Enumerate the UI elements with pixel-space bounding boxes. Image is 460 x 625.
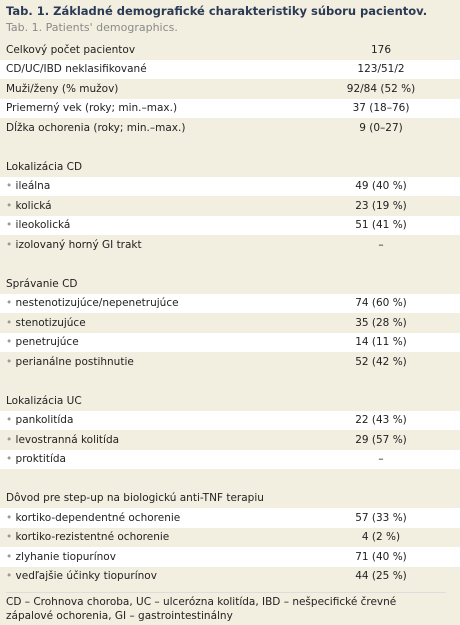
table-row: proktitída –: [0, 449, 460, 469]
table-row: perianálne postihnutie 52 (42 %): [0, 352, 460, 372]
row-label: ileokolická: [0, 219, 306, 231]
table-row: ileálna 49 (40 %): [0, 176, 460, 196]
row-label: perianálne postihnutie: [0, 356, 306, 368]
spacer: [0, 469, 460, 489]
row-label: Dĺžka ochorenia (roky; min.–max.): [6, 121, 186, 134]
row-value: 37 (18–76): [352, 102, 410, 115]
row-value: 14 (11 %): [355, 336, 407, 349]
table-row: stenotizujúce 35 (28 %): [0, 313, 460, 333]
section-title: Správanie CD: [6, 277, 78, 290]
footnote: CD – Crohnova choroba, UC – ulcerózna ko…: [6, 592, 446, 623]
table-row: penetrujúce 14 (11 %): [0, 332, 460, 352]
row-value: 23 (19 %): [355, 199, 407, 212]
table-row: CD/UC/IBD neklasifikované 123/51/2: [0, 59, 460, 79]
section-header: Dôvod pre step-up na biologickú anti-TNF…: [0, 489, 460, 509]
section-title: Dôvod pre step-up na biologickú anti-TNF…: [6, 492, 264, 505]
section-title: Lokalizácia UC: [6, 394, 82, 407]
row-value: 51 (41 %): [355, 219, 407, 232]
table-row: izolovaný horný GI trakt –: [0, 235, 460, 255]
table-row: Priemerný vek (roky; min.–max.) 37 (18–76…: [0, 98, 460, 118]
table-title: Tab. 1. Základné demografické charakteri…: [6, 4, 428, 18]
section-title: Lokalizácia CD: [6, 160, 83, 173]
row-label: penetrujúce: [0, 336, 306, 348]
row-value: 57 (33 %): [355, 511, 407, 524]
table-row: Muži/ženy (% mužov) 92/84 (52 %): [0, 79, 460, 99]
table-row: ileokolická 51 (41 %): [0, 215, 460, 235]
row-label: stenotizujúce: [0, 317, 306, 329]
row-value: 35 (28 %): [355, 316, 407, 329]
row-label: nestenotizujúce/nepenetrujúce: [0, 297, 306, 309]
row-value: 71 (40 %): [355, 550, 407, 563]
row-label: kortiko-dependentné ochorenie: [0, 512, 306, 524]
table-row: kolická 23 (19 %): [0, 196, 460, 216]
row-label: CD/UC/IBD neklasifikované: [6, 63, 147, 76]
row-label: vedľajšie účinky tiopurínov: [0, 570, 306, 582]
table-row: vedľajšie účinky tiopurínov 44 (25 %): [0, 567, 460, 587]
table-row: Dĺžka ochorenia (roky; min.–max.) 9 (0–27…: [0, 118, 460, 138]
table-row: levostranná kolitída 29 (57 %): [0, 430, 460, 450]
row-value: 74 (60 %): [355, 297, 407, 310]
row-label: proktitída: [0, 453, 306, 465]
row-value: 49 (40 %): [355, 180, 407, 193]
row-label: Priemerný vek (roky; min.–max.): [6, 102, 178, 115]
table-row: pankolitída 22 (43 %): [0, 410, 460, 430]
row-label: ileálna: [0, 180, 306, 192]
row-value: 22 (43 %): [355, 414, 407, 427]
section-header: Správanie CD: [0, 274, 460, 294]
section-header: Lokalizácia CD: [0, 157, 460, 177]
row-label: levostranná kolitída: [0, 434, 306, 446]
row-value: 44 (25 %): [355, 570, 407, 583]
row-value: 92/84 (52 %): [346, 82, 416, 95]
spacer: [0, 138, 460, 158]
row-value: 176: [370, 43, 392, 56]
table-row: zlyhanie tiopurínov 71 (40 %): [0, 547, 460, 567]
table-row: nestenotizujúce/nepenetrujúce 74 (60 %): [0, 293, 460, 313]
row-label: Celkový počet pacientov: [6, 43, 136, 56]
table-subtitle: Tab. 1. Patients' demographics.: [6, 21, 178, 34]
row-label: Muži/ženy (% mužov): [6, 82, 119, 95]
row-label: pankolitída: [0, 414, 306, 426]
spacer: [0, 255, 460, 275]
row-label: kolická: [0, 200, 306, 212]
row-value: –: [378, 238, 384, 251]
row-label: zlyhanie tiopurínov: [0, 551, 306, 563]
row-value: 123/51/2: [357, 63, 405, 76]
row-label: kortiko-rezistentné ochorenie: [0, 531, 306, 543]
row-value: 52 (42 %): [355, 355, 407, 368]
row-value: –: [378, 453, 384, 466]
table-row: Celkový počet pacientov 176: [0, 40, 460, 60]
row-value: 9 (0–27): [359, 121, 403, 134]
spacer: [0, 372, 460, 392]
row-label: izolovaný horný GI trakt: [0, 239, 306, 251]
table-row: kortiko-dependentné ochorenie 57 (33 %): [0, 508, 460, 528]
table-row: kortiko-rezistentné ochorenie 4 (2 %): [0, 528, 460, 548]
row-value: 29 (57 %): [355, 433, 407, 446]
section-header: Lokalizácia UC: [0, 391, 460, 411]
row-value: 4 (2 %): [361, 531, 401, 544]
table: Celkový počet pacientov 176 CD/UC/IBD nekl…: [0, 40, 460, 586]
